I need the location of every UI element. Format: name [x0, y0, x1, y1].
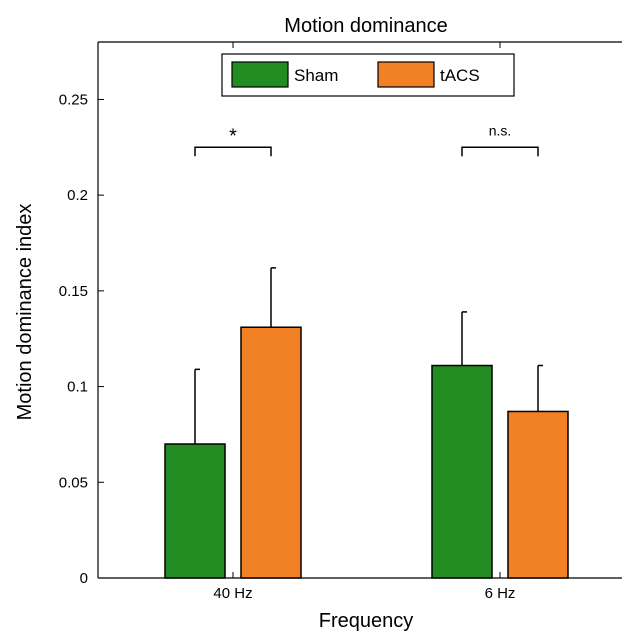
chart-title: Motion dominance: [284, 15, 447, 37]
y-tick-label: 0.2: [67, 187, 88, 204]
y-tick-label: 0.15: [59, 283, 88, 300]
y-axis-title: Motion dominance index: [14, 204, 36, 421]
legend-swatch-tacs: [377, 61, 435, 88]
y-tick-label: 0: [80, 570, 88, 587]
bar-sham: [431, 364, 493, 579]
y-tick-label: 0.1: [67, 379, 88, 396]
significance-bracket: [194, 146, 272, 157]
legend-swatch-sham: [231, 61, 289, 88]
significance-label: n.s.: [489, 122, 512, 138]
significance-bracket: [461, 146, 539, 157]
legend-label-sham: Sham: [294, 66, 338, 85]
x-axis-title: Frequency: [319, 610, 414, 632]
bar-tacs: [507, 410, 569, 579]
x-tick-label: 6 Hz: [485, 585, 516, 602]
y-tick-label: 0.05: [59, 474, 88, 491]
significance-label: *: [229, 125, 237, 147]
bar-sham: [164, 443, 226, 579]
legend-label-tacs: tACS: [440, 66, 480, 85]
y-tick-label: 0.25: [59, 91, 88, 108]
x-tick-label: 40 Hz: [213, 585, 252, 602]
bar-tacs: [240, 326, 302, 579]
plot-area: 0 0.05 0.1 0.15 0.2 0.25 40 Hz 6 Hz * n.s. Sham tAC…: [59, 41, 622, 602]
